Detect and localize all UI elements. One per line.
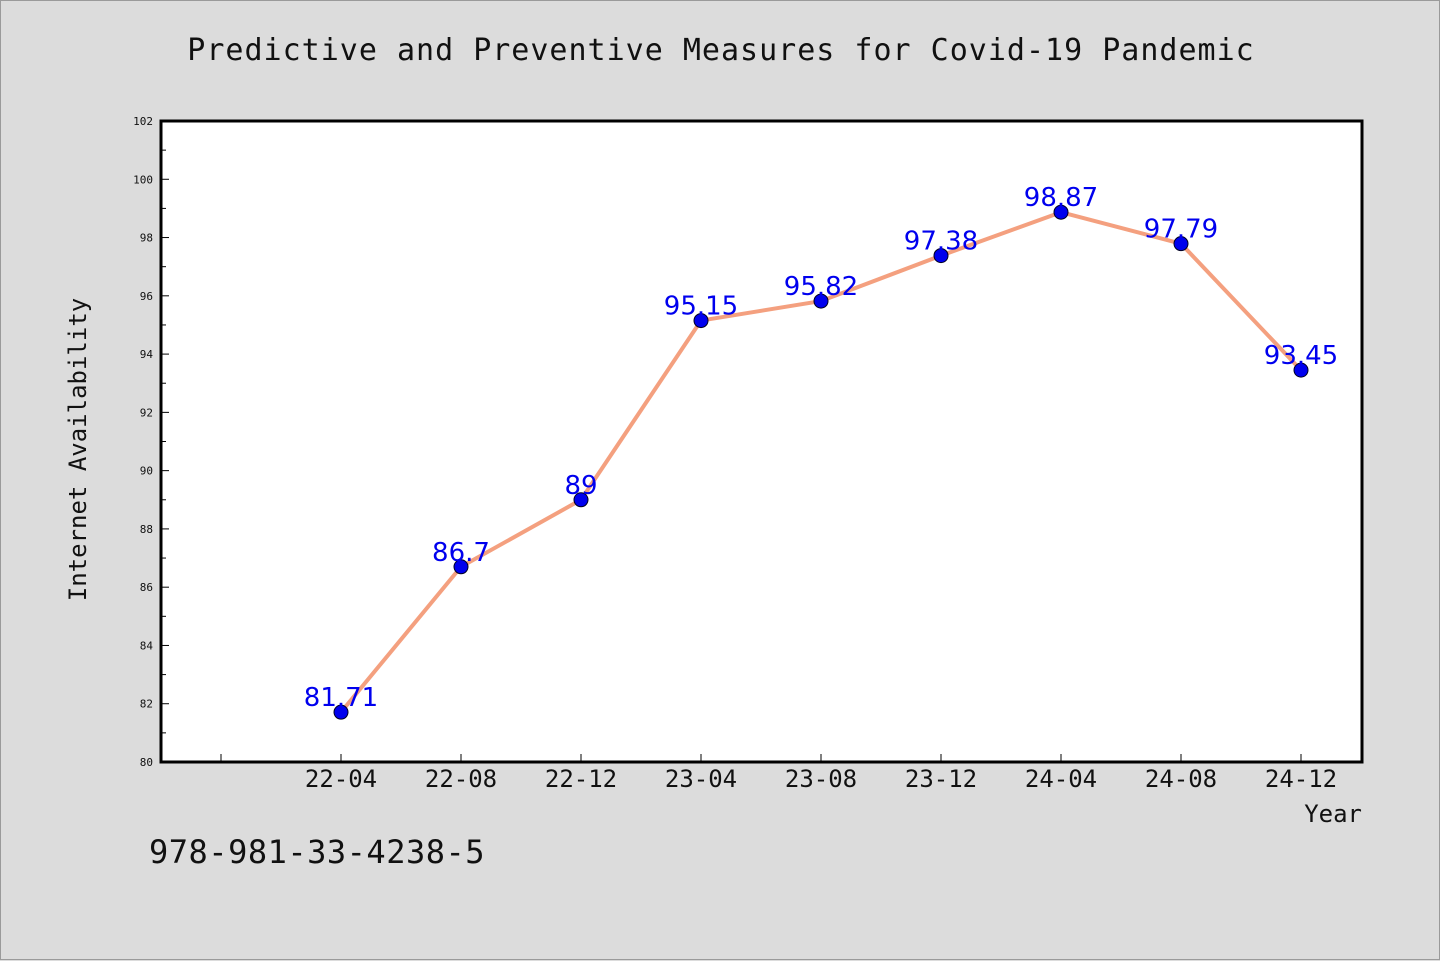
data-point [933,248,949,264]
x-tick-label: 22-04 [305,765,377,793]
y-tick-label: 94 [140,348,154,361]
x-axis-label: Year [1304,800,1362,828]
data-point [1173,236,1189,252]
y-tick-label: 92 [140,406,153,419]
chart-title: Predictive and Preventive Measures for C… [187,33,1255,68]
plot-area [159,119,1364,764]
data-label: 81.71 [304,683,378,713]
x-tick-label: 22-08 [425,765,497,793]
data-point [1293,362,1309,378]
x-tick-label: 23-04 [665,765,737,793]
y-tick-label: 84 [140,639,154,652]
x-tick-label: 24-12 [1265,765,1337,793]
y-tick-label: 96 [140,290,153,303]
data-point [453,559,469,575]
data-point [333,704,349,720]
x-tick-label: 23-08 [785,765,857,793]
data-point [813,293,829,309]
data-label: 97.79 [1144,215,1218,245]
x-tick-label: 23-12 [905,765,977,793]
data-label: 98.87 [1024,183,1098,213]
y-tick-label: 98 [140,232,153,245]
y-tick-label: 88 [140,523,153,536]
y-tick-label: 102 [133,115,153,128]
data-label: 95.15 [664,292,738,322]
data-label: 89 [564,471,597,501]
y-tick-label: 82 [140,698,153,711]
y-tick-label: 80 [140,756,153,769]
x-tick-label: 24-08 [1145,765,1217,793]
data-point [573,492,589,508]
data-point [1053,204,1069,220]
isbn-text: 978-981-33-4238-5 [149,833,486,871]
data-label: 97.38 [904,227,978,257]
y-tick-label: 100 [133,173,153,186]
data-label: 86.7 [432,538,490,568]
y-tick-label: 86 [140,581,153,594]
data-label: 95.82 [784,272,858,302]
y-axis-label: Internet Availability [64,298,92,601]
x-tick-label: 24-04 [1025,765,1097,793]
y-tick-label: 90 [140,465,153,478]
data-label: 93.45 [1264,341,1338,371]
data-point [693,313,709,329]
x-tick-label: 22-12 [545,765,617,793]
